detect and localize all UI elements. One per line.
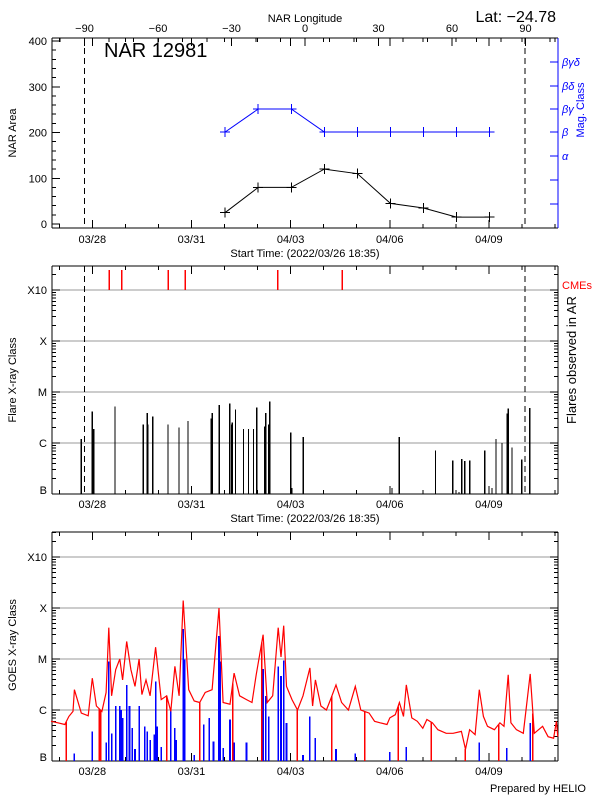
top-x-tick-label: 30 [372,23,384,35]
mag_class-point-marker [352,127,363,137]
area-point-marker [385,198,396,209]
top-x-axis-title: NAR Longitude [268,13,343,25]
top-x-tick-label: 60 [446,23,458,35]
mag_class-point-marker [451,127,462,137]
goes-long-series-line [50,600,559,750]
top-x-tick-label: 0 [302,23,308,35]
latitude-label: Lat: −24.78 [475,9,556,26]
area-point-marker [352,168,363,179]
x-tick-label: 04/09 [475,766,503,778]
mag_class-point-marker [385,127,396,137]
credit-label: Prepared by HELIO [490,783,586,795]
x-tick-label: 04/03 [277,234,305,246]
y-axis-title: GOES X-ray Class [7,599,19,691]
y-tick-label: M [38,654,47,666]
y-tick-label: 400 [29,36,47,48]
area-point-marker [451,212,462,223]
mag_class-point-marker [319,127,330,137]
y-tick-label: X10 [27,285,47,297]
y2-axis-title: Flares observed in AR [564,296,579,424]
area-point-marker [220,207,231,218]
y-tick-label: B [40,752,47,764]
y-tick-label: 0 [41,219,47,231]
top-x-tick-label: −90 [75,23,94,35]
x-tick-label: 04/06 [376,499,404,511]
y-tick-label: 100 [29,173,47,185]
y-tick-label: C [39,438,47,450]
mag_class-point-marker [286,104,297,114]
x-tick-label: 03/28 [79,766,107,778]
x-tick-label: 04/06 [376,234,404,246]
x-tick-label: 04/09 [475,499,503,511]
mag_class-point-marker [220,127,231,137]
x-tick-label: 03/31 [178,234,206,246]
area-point-marker [286,182,297,193]
x-tick-label: 03/31 [178,499,206,511]
y2-axis-title: Mag. Class [575,82,587,138]
top-x-tick-label: 90 [519,23,531,35]
mag_class-point-marker [253,104,264,114]
y-tick-label: X [40,603,48,615]
x-tick-label: 03/31 [178,766,206,778]
x-tick-label: 03/28 [79,234,107,246]
mag_class-point-marker [418,127,429,137]
y-tick-label: 300 [29,82,47,94]
x-tick-label: 04/03 [277,499,305,511]
top-x-tick-label: −30 [222,23,241,35]
y2-tick-label: βγ [561,104,575,116]
y2-tick-label: α [562,151,569,163]
area-point-marker [253,182,264,193]
y-tick-label: C [39,705,47,717]
y2-tick-label: βγδ [561,57,581,69]
area-point-marker [319,164,330,175]
y-axis-title: NAR Area [7,108,19,158]
top-x-tick-label: −60 [149,23,168,35]
x-axis-title: Start Time: (2022/03/26 18:35) [230,248,379,260]
y-tick-label: M [38,387,47,399]
x-tick-label: 04/03 [277,766,305,778]
x-axis-title: Start Time: (2022/03/26 18:35) [230,513,379,525]
mag_class-point-marker [484,127,495,137]
y-tick-label: X [40,336,48,348]
panel-title: NAR 12981 [104,40,207,62]
y2-tick-label: β [561,127,569,139]
y-tick-label: 200 [29,128,47,140]
y-axis-title: Flare X-ray Class [7,337,19,422]
y-tick-label: B [40,485,47,497]
x-tick-label: 04/09 [475,234,503,246]
y2-tick-label: βδ [561,81,575,93]
cme-legend: CMEs [562,280,592,292]
x-tick-label: 03/28 [79,499,107,511]
area-point-marker [484,212,495,223]
area-point-marker [418,202,429,213]
x-tick-label: 04/06 [376,766,404,778]
y-tick-label: X10 [27,552,47,564]
